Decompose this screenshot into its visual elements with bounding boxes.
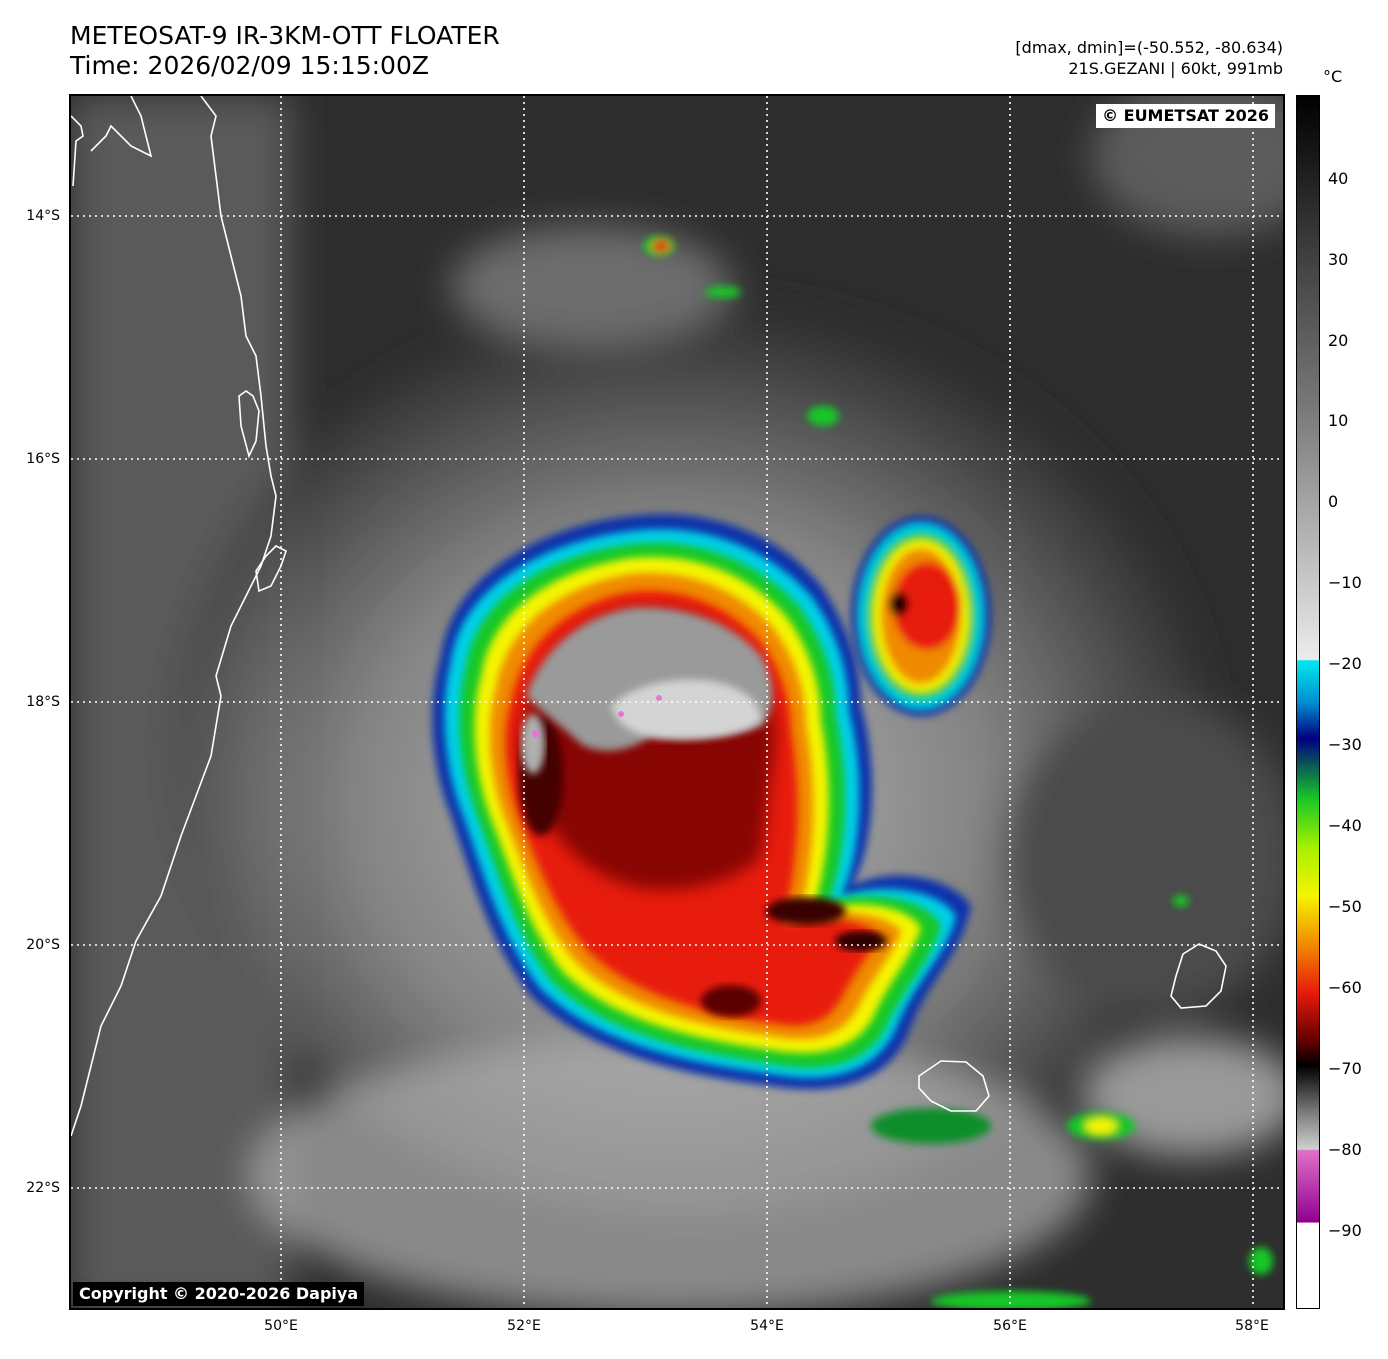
colorbar-tick: 30 <box>1328 250 1349 269</box>
lat-label-16s: 16°S <box>26 451 60 467</box>
storm-cloud-tops <box>432 514 971 1090</box>
map-title: METEOSAT-9 IR-3KM-OTT FLOATER <box>70 21 500 50</box>
lat-label-20s: 20°S <box>26 937 60 953</box>
lat-label-14s: 14°S <box>26 208 60 224</box>
graticule <box>71 96 1283 1308</box>
colorbar-tick: −10 <box>1328 573 1362 592</box>
colorbar-tick: −70 <box>1328 1059 1362 1078</box>
colorbar-tick: −80 <box>1328 1140 1362 1159</box>
lon-label-52e: 52°E <box>507 1318 541 1334</box>
coastlines <box>71 96 1227 1137</box>
lon-label-50e: 50°E <box>264 1318 298 1334</box>
colorbar-tick: 10 <box>1328 411 1349 430</box>
lat-label-22s: 22°S <box>26 1180 60 1196</box>
temperature-range: [dmax, dmin]=(-50.552, -80.634) <box>1015 38 1283 57</box>
colorbar-tick: −60 <box>1328 978 1362 997</box>
lon-label-58e: 58°E <box>1235 1318 1269 1334</box>
map-time: Time: 2026/02/09 15:15:00Z <box>70 51 429 80</box>
colorbar-tick: 40 <box>1328 169 1349 188</box>
ne-cluster <box>851 516 991 716</box>
satellite-map: © EUMETSAT 2026 Copyright © 2020-2026 Da… <box>69 94 1285 1310</box>
lon-label-54e: 54°E <box>750 1318 784 1334</box>
colorbar-tick: 0 <box>1328 492 1339 511</box>
storm-info: 21S.GEZANI | 60kt, 991mb <box>1068 59 1283 78</box>
colorbar-tick: −90 <box>1328 1221 1362 1240</box>
colorbar-tick: −40 <box>1328 816 1362 835</box>
colorbar-unit: °C <box>1323 67 1343 86</box>
colorbar-tick: −20 <box>1328 654 1362 673</box>
satellite-image <box>71 96 1283 1308</box>
lat-label-18s: 18°S <box>26 694 60 710</box>
colorbar <box>1296 95 1320 1309</box>
lon-label-56e: 56°E <box>993 1318 1027 1334</box>
dapiya-credit: Copyright © 2020-2026 Dapiya <box>73 1282 365 1306</box>
colorbar-tick: 20 <box>1328 331 1349 350</box>
colorbar-tick: −50 <box>1328 897 1362 916</box>
eumetsat-credit: © EUMETSAT 2026 <box>1096 104 1275 128</box>
colorbar-tick: −30 <box>1328 735 1362 754</box>
small-cells <box>643 236 1273 1308</box>
